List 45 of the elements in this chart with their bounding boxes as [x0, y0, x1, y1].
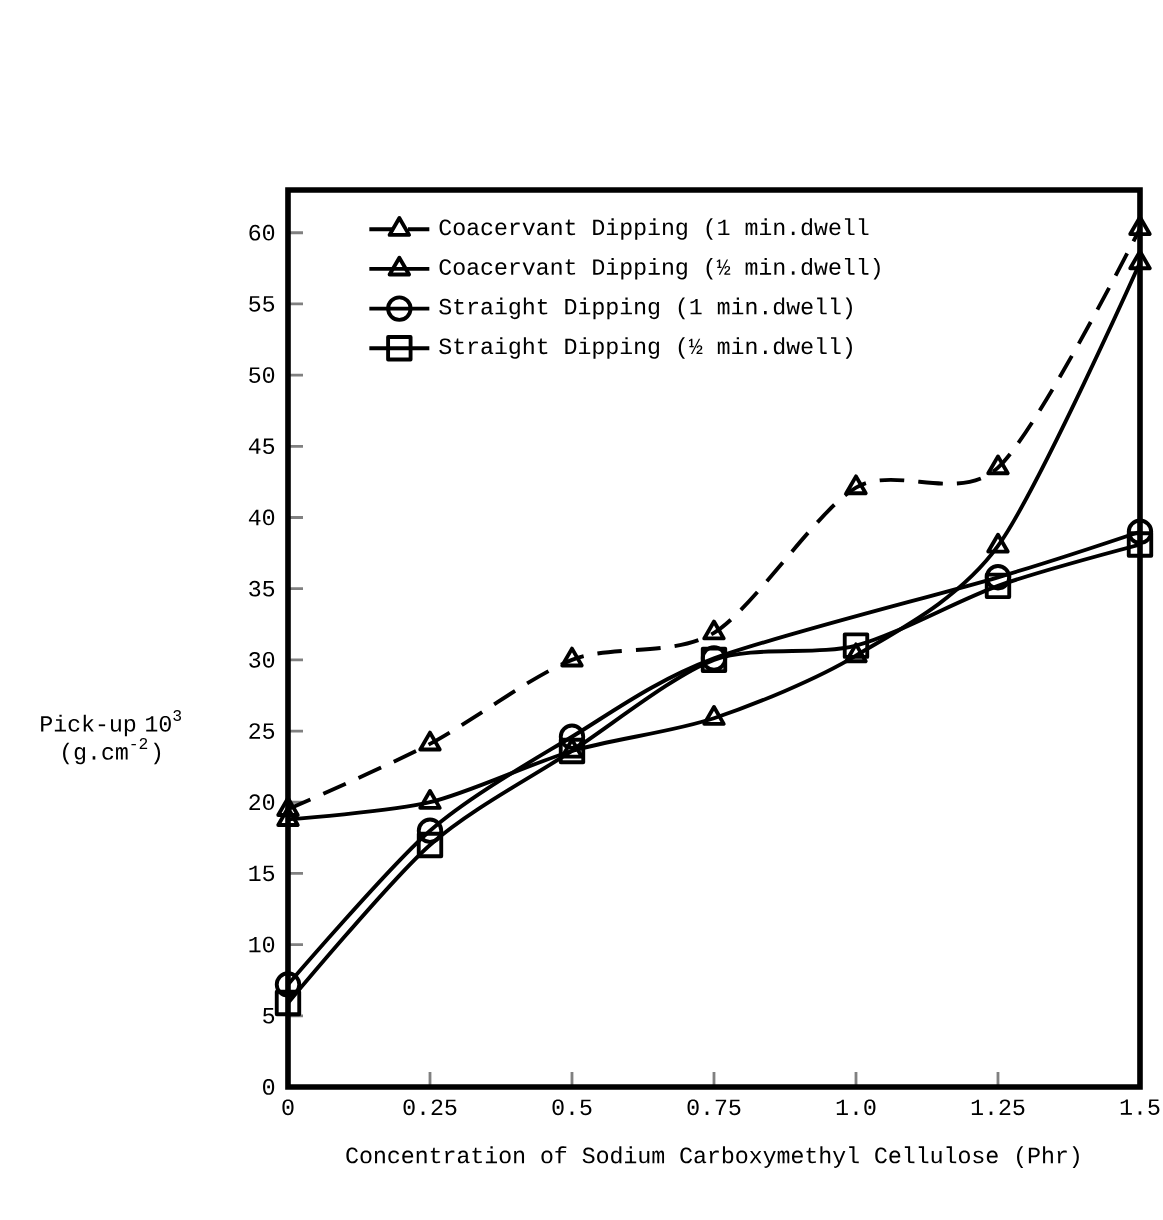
- point: [702, 619, 726, 641]
- point: [984, 564, 1012, 591]
- point: [274, 971, 302, 998]
- point: [844, 474, 868, 496]
- y-tick-label: 30: [249, 651, 275, 668]
- y-tick-label: 5: [263, 1008, 275, 1024]
- point: [842, 632, 870, 659]
- y-tick-label: 35: [249, 580, 275, 597]
- point: [1126, 531, 1154, 558]
- x-tick-label: 0.75: [687, 1099, 741, 1116]
- x-tick-label: 1.0: [836, 1099, 876, 1116]
- point: [1128, 215, 1152, 237]
- point: [560, 646, 584, 668]
- x-tick-label: 1.25: [971, 1099, 1025, 1116]
- y-tick-label: 40: [248, 509, 275, 526]
- y-tick-label: 55: [249, 296, 275, 312]
- y-tick-label: 50: [249, 367, 275, 383]
- y-tick-label: 10: [249, 936, 275, 953]
- y-tick-label: 45: [248, 438, 275, 455]
- point: [702, 705, 726, 726]
- text: Pick-up 10$^{3}$ (g.cm$^{-2}$): [41, 709, 182, 765]
- point: [986, 532, 1010, 554]
- legend-label: Coacervant Dipping (1 min.dwell: [439, 218, 869, 240]
- x-tick-label: 0.25: [403, 1099, 457, 1116]
- y-tick-label: 20: [249, 794, 275, 811]
- y-tick-label: 60: [249, 224, 275, 241]
- point: [416, 817, 444, 844]
- y-tick-label: 0: [263, 1079, 275, 1095]
- legend-label: Straight Dipping (½ min.dwell): [439, 337, 852, 359]
- point: [986, 454, 1010, 476]
- x-axis-title: Concentration of Sodium Carboxymethyl Cellulose (Phr): [346, 1146, 1079, 1168]
- y-tick-label: 15: [249, 865, 275, 882]
- legend-label: Straight Dipping (1 min.dwell): [439, 297, 852, 320]
- point: [558, 723, 586, 750]
- point: [844, 642, 868, 664]
- point: [984, 572, 1012, 600]
- y-tick-label: 25: [249, 723, 275, 739]
- x-tick-label: 1.5: [1120, 1099, 1160, 1115]
- x-tick-label: 0.5: [552, 1099, 592, 1116]
- point: [1126, 518, 1154, 545]
- point: [416, 831, 444, 859]
- point: [274, 989, 302, 1017]
- point: [1128, 249, 1152, 271]
- x-tick-label: 0: [282, 1099, 294, 1116]
- legend-label: Coacervant Dipping (½ min.dwell): [439, 257, 880, 280]
